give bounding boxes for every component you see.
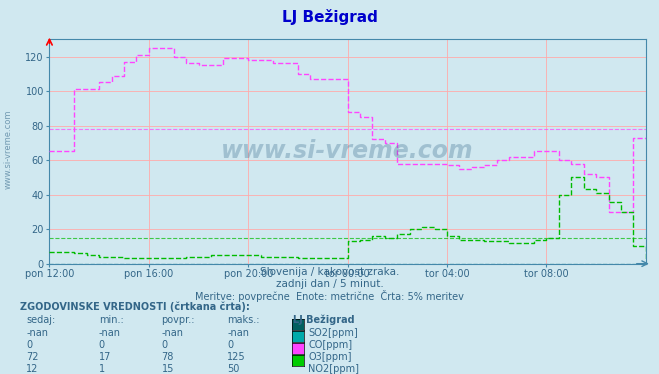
Text: 125: 125 [227, 352, 246, 362]
Text: 72: 72 [26, 352, 39, 362]
Text: 12: 12 [26, 364, 39, 374]
Text: 15: 15 [161, 364, 174, 374]
Text: min.:: min.: [99, 315, 124, 325]
Text: 0: 0 [26, 340, 32, 350]
Text: povpr.:: povpr.: [161, 315, 195, 325]
Text: LJ Bežigrad: LJ Bežigrad [293, 315, 355, 325]
Text: -nan: -nan [99, 328, 121, 338]
Text: Meritve: povprečne  Enote: metrične  Črta: 5% meritev: Meritve: povprečne Enote: metrične Črta:… [195, 290, 464, 302]
Text: O3[ppm]: O3[ppm] [308, 352, 352, 362]
Text: 78: 78 [161, 352, 174, 362]
Text: Slovenija / kakovost zraka.: Slovenija / kakovost zraka. [260, 267, 399, 278]
Text: 1: 1 [99, 364, 105, 374]
Text: ZGODOVINSKE VREDNOSTI (črtkana črta):: ZGODOVINSKE VREDNOSTI (črtkana črta): [20, 301, 250, 312]
Text: -nan: -nan [26, 328, 48, 338]
Text: maks.:: maks.: [227, 315, 260, 325]
Text: CO[ppm]: CO[ppm] [308, 340, 353, 350]
Text: 0: 0 [99, 340, 105, 350]
Text: 0: 0 [227, 340, 233, 350]
Text: -nan: -nan [227, 328, 249, 338]
Text: LJ Bežigrad: LJ Bežigrad [281, 9, 378, 25]
Text: sedaj:: sedaj: [26, 315, 55, 325]
Text: www.si-vreme.com: www.si-vreme.com [3, 110, 13, 189]
Text: www.si-vreme.com: www.si-vreme.com [221, 140, 474, 163]
Text: 0: 0 [161, 340, 167, 350]
Text: SO2[ppm]: SO2[ppm] [308, 328, 358, 338]
Text: NO2[ppm]: NO2[ppm] [308, 364, 359, 374]
Text: zadnji dan / 5 minut.: zadnji dan / 5 minut. [275, 279, 384, 289]
Text: 50: 50 [227, 364, 240, 374]
Text: -nan: -nan [161, 328, 183, 338]
Text: 17: 17 [99, 352, 111, 362]
